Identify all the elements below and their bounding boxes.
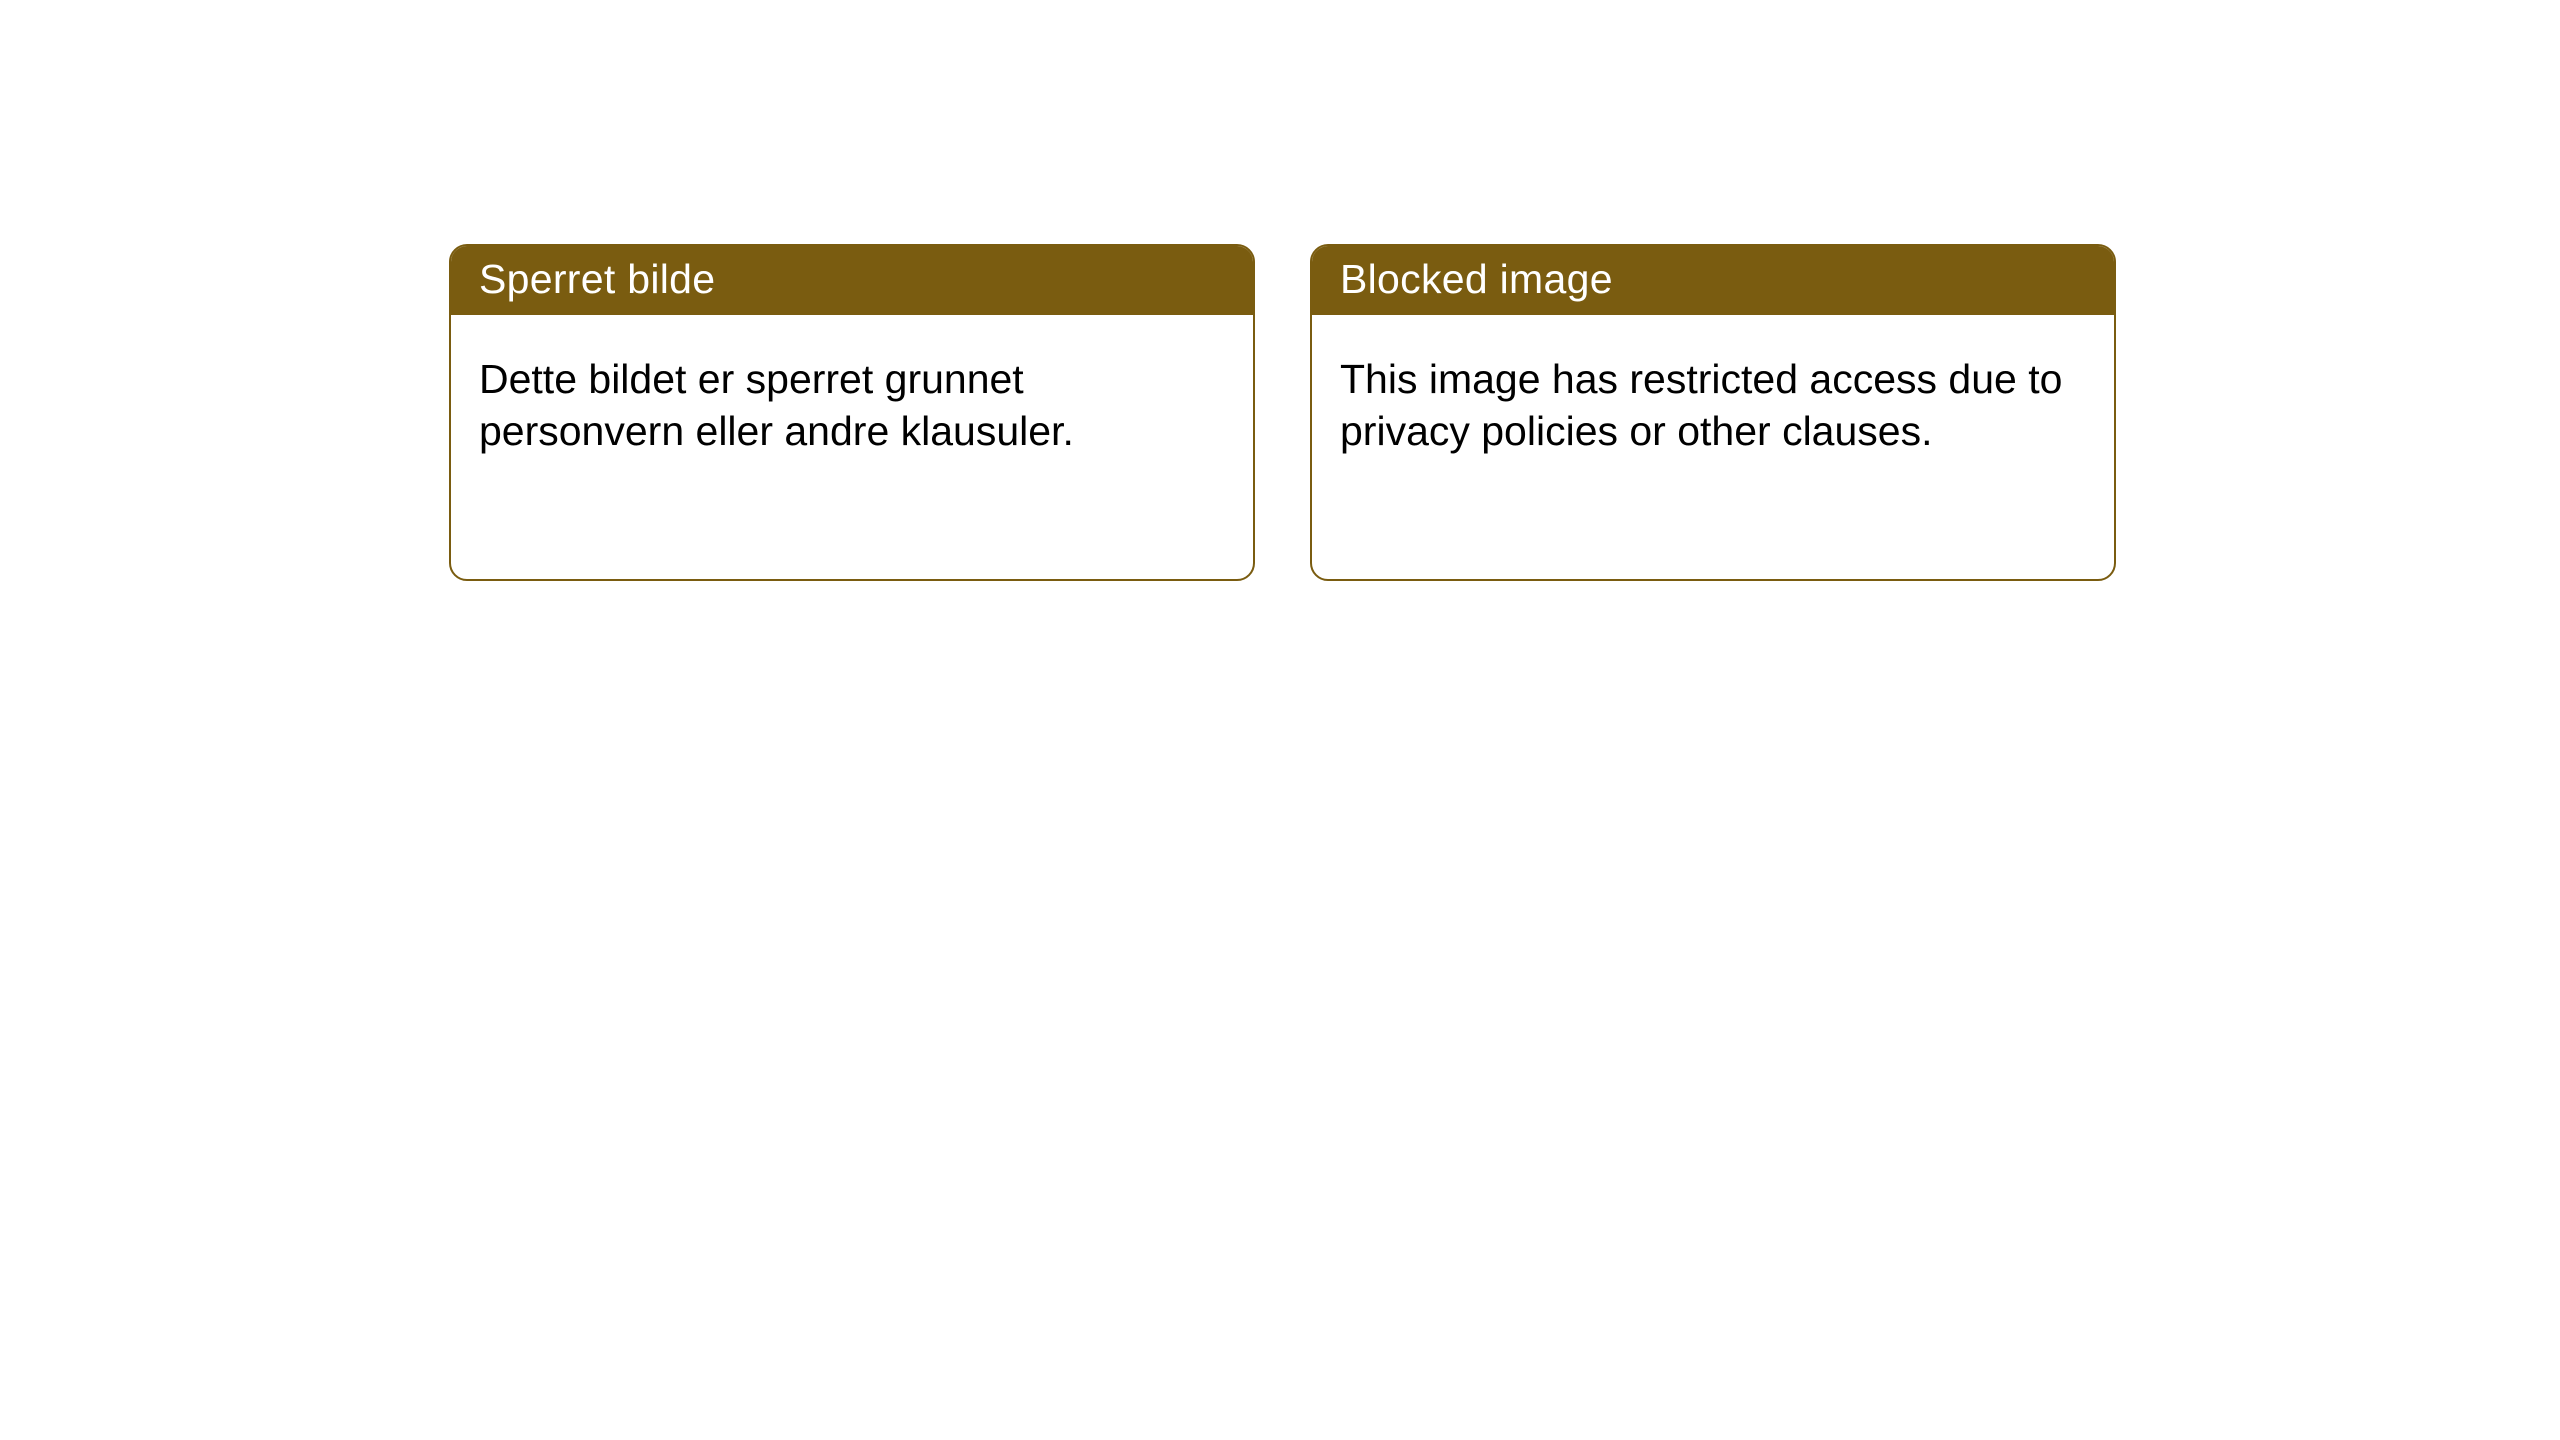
notice-cards: Sperret bilde Dette bildet er sperret gr… [449, 244, 2116, 581]
notice-card-body-en: This image has restricted access due to … [1312, 315, 2114, 579]
notice-card-header-no: Sperret bilde [451, 246, 1253, 315]
notice-card-body-no: Dette bildet er sperret grunnet personve… [451, 315, 1253, 579]
notice-card-no: Sperret bilde Dette bildet er sperret gr… [449, 244, 1255, 581]
notice-card-en: Blocked image This image has restricted … [1310, 244, 2116, 581]
notice-card-header-en: Blocked image [1312, 246, 2114, 315]
